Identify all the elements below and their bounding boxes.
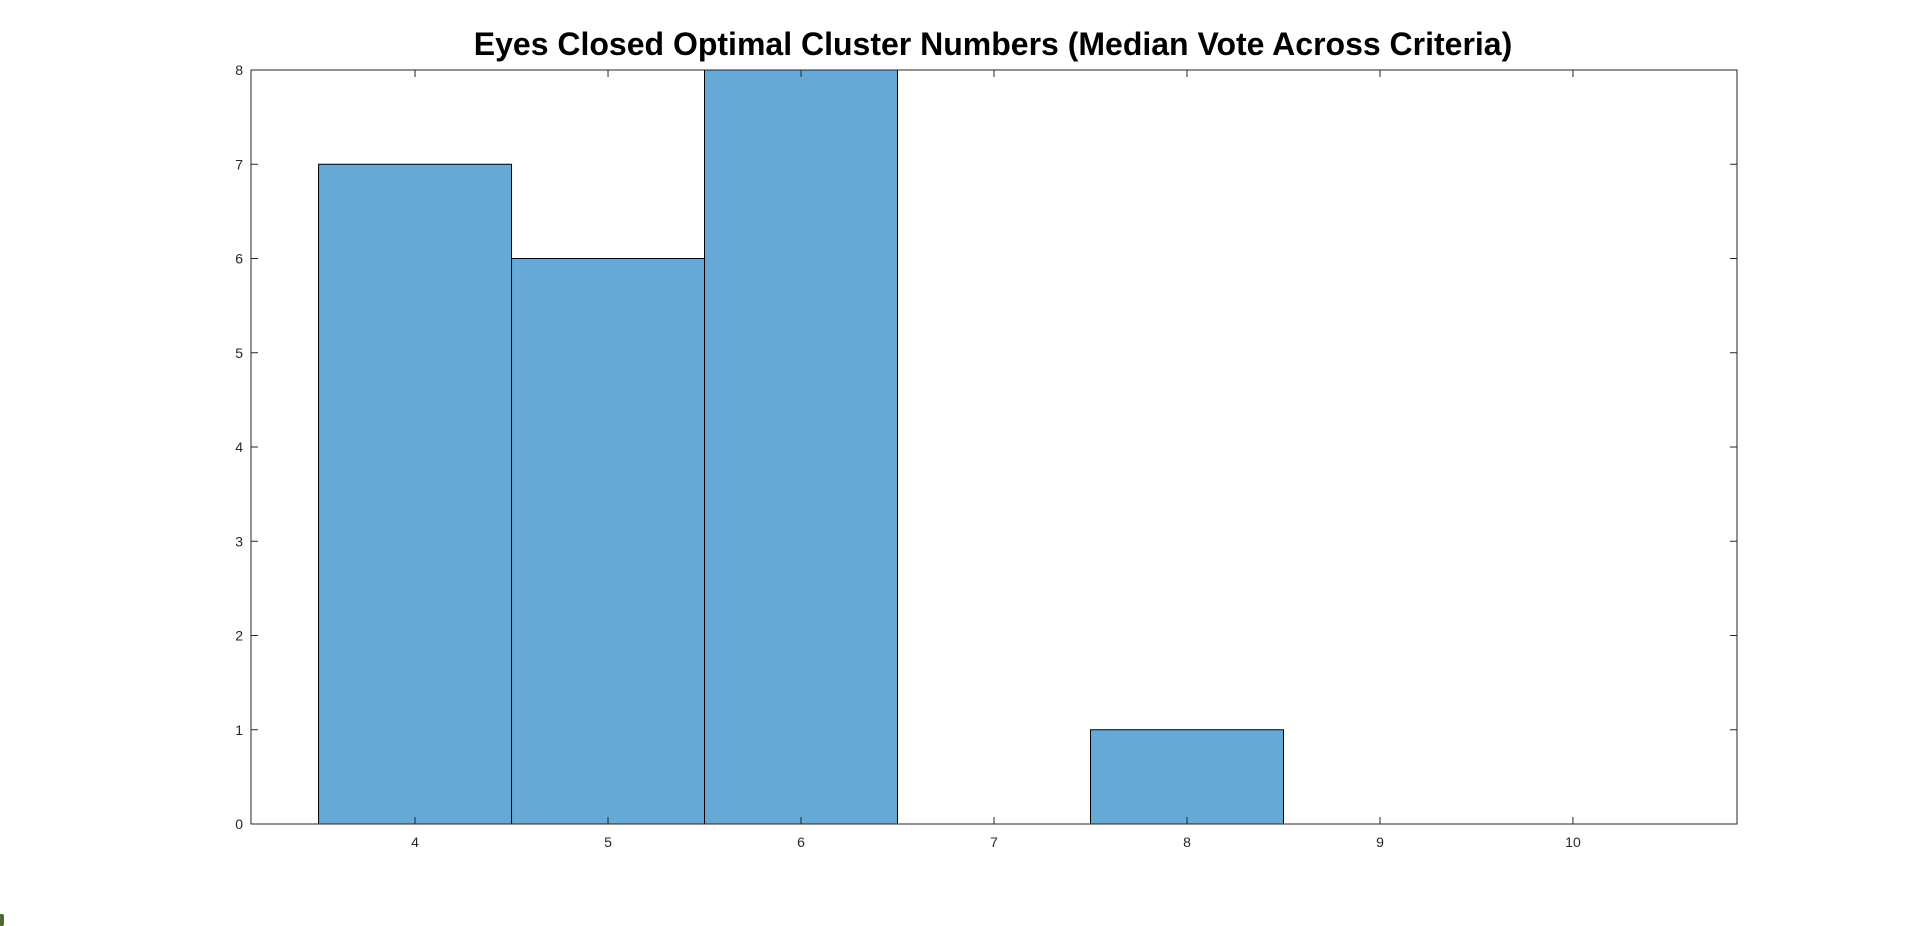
x-tick-label: 9 — [1376, 834, 1384, 850]
ticks-layer: 4 5 6 7 8 9 10 0 1 2 3 4 5 6 7 8 — [235, 62, 1737, 850]
x-tick-label: 6 — [797, 834, 805, 850]
bar-8 — [1089, 729, 1284, 825]
x-tick-label: 4 — [411, 834, 419, 850]
y-tick-label: 6 — [235, 251, 243, 267]
x-tick-label: 10 — [1565, 834, 1581, 850]
chart-title: Eyes Closed Optimal Cluster Numbers (Med… — [474, 26, 1513, 62]
bar-4 — [318, 163, 513, 825]
x-tick-label: 5 — [604, 834, 612, 850]
y-tick-label: 1 — [235, 722, 243, 738]
bars-layer — [318, 69, 1284, 825]
x-tick-label: 7 — [990, 834, 998, 850]
y-tick-label: 2 — [235, 628, 243, 644]
y-tick-label: 5 — [235, 345, 243, 361]
y-tick-label: 0 — [235, 816, 243, 832]
bar-6 — [704, 69, 899, 825]
corner-mark — [0, 914, 4, 926]
y-tick-label: 7 — [235, 156, 243, 172]
y-tick-label: 8 — [235, 62, 243, 78]
bar-5 — [511, 258, 706, 825]
y-tick-label: 4 — [235, 439, 243, 455]
y-tick-label: 3 — [235, 533, 243, 549]
x-tick-label: 8 — [1183, 834, 1191, 850]
axes-box — [250, 69, 1738, 825]
